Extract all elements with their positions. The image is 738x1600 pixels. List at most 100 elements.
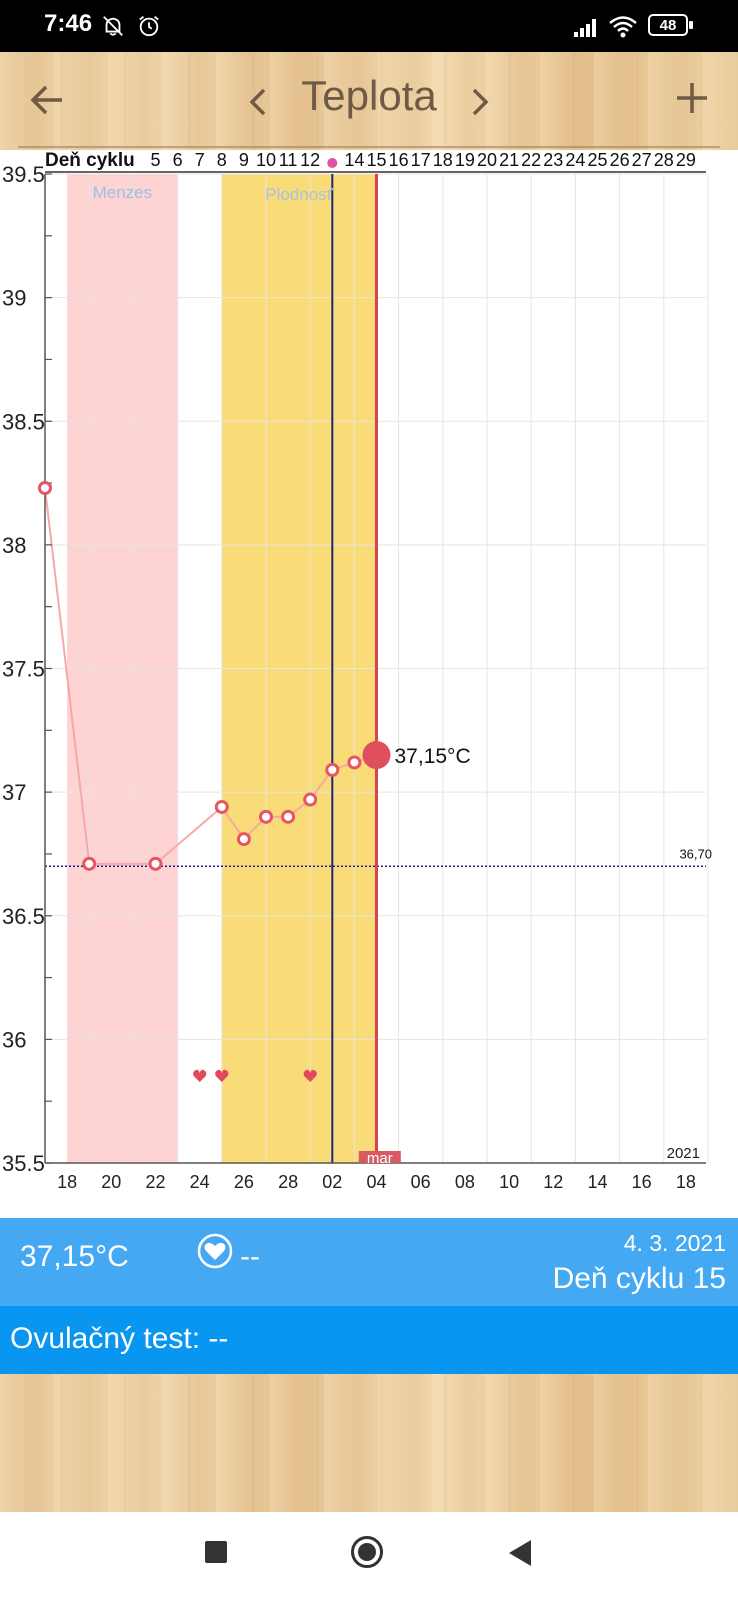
back-triangle-icon[interactable] bbox=[507, 1538, 533, 1568]
temperature-point[interactable] bbox=[236, 832, 251, 847]
cycle-day-number: 7 bbox=[195, 150, 205, 170]
bell-off-icon bbox=[103, 16, 123, 36]
date-tick-label: 24 bbox=[190, 1172, 210, 1192]
heart-circle-icon bbox=[197, 1233, 233, 1269]
battery-level: 48 bbox=[659, 17, 677, 34]
date-tick-label: 18 bbox=[676, 1172, 696, 1192]
cycle-day-number: 20 bbox=[477, 150, 497, 170]
date-tick-label: 22 bbox=[145, 1172, 165, 1192]
cycle-day-number: 8 bbox=[217, 150, 227, 170]
temperature-point[interactable] bbox=[214, 799, 229, 814]
intercourse-heart-icon bbox=[303, 1069, 317, 1082]
cycle-day-number: 14 bbox=[344, 150, 364, 170]
cycle-day-number: 12 bbox=[300, 150, 320, 170]
ovulation-marker bbox=[327, 158, 338, 168]
cycle-day-number: 6 bbox=[173, 150, 183, 170]
chevron-right-icon[interactable] bbox=[468, 84, 492, 120]
year-label: 2021 bbox=[667, 1145, 700, 1162]
fertility-label: Plodnosť bbox=[265, 185, 333, 204]
menzes-label: Menzes bbox=[93, 183, 153, 202]
date-tick-label: 02 bbox=[322, 1172, 342, 1192]
cycle-day-number: 28 bbox=[654, 150, 674, 170]
page-title: Teplota bbox=[301, 72, 437, 119]
app-bar: Teplota bbox=[0, 52, 738, 150]
alarm-icon bbox=[139, 16, 159, 37]
cycle-day-number: 10 bbox=[256, 150, 276, 170]
app-bar-divider bbox=[18, 146, 720, 148]
date-tick-label: 28 bbox=[278, 1172, 298, 1192]
coverline-label: 36,70 bbox=[679, 846, 712, 861]
day-temperature: 37,15°C bbox=[20, 1240, 129, 1273]
temperature-point[interactable] bbox=[148, 856, 163, 871]
cycle-day-number: 18 bbox=[433, 150, 453, 170]
status-bar: 7:46 48 bbox=[0, 0, 738, 52]
intercourse-heart-icon bbox=[215, 1069, 229, 1082]
y-tick-label: 38 bbox=[2, 533, 26, 558]
temperature-point[interactable] bbox=[38, 481, 52, 496]
ovulation-test-bar[interactable]: Ovulačný test: -- bbox=[0, 1306, 738, 1374]
date-tick-label: 14 bbox=[587, 1172, 607, 1192]
cycle-day-number: 21 bbox=[499, 150, 519, 170]
date-tick-label: 06 bbox=[411, 1172, 431, 1192]
home-icon[interactable] bbox=[351, 1536, 383, 1568]
temperature-point[interactable] bbox=[303, 792, 318, 807]
cycle-day-number: 15 bbox=[366, 150, 386, 170]
cycle-day-number: 23 bbox=[543, 150, 563, 170]
date-tick-label: 16 bbox=[632, 1172, 652, 1192]
cycle-day-number: 16 bbox=[389, 150, 409, 170]
temperature-point-current[interactable] bbox=[362, 741, 391, 770]
cycle-day-header: Deň cyklu bbox=[45, 150, 135, 171]
home-icon-dot bbox=[358, 1543, 376, 1561]
temperature-point[interactable] bbox=[281, 809, 296, 824]
intercourse-heart-icon bbox=[193, 1069, 207, 1082]
temperature-point[interactable] bbox=[82, 856, 97, 871]
date-tick-label: 26 bbox=[234, 1172, 254, 1192]
temperature-point[interactable] bbox=[347, 755, 362, 770]
day-date: 4. 3. 2021 bbox=[623, 1230, 726, 1256]
add-icon[interactable] bbox=[674, 80, 710, 116]
battery-tip bbox=[689, 21, 693, 29]
y-tick-label: 36.5 bbox=[2, 904, 45, 929]
date-tick-label: 18 bbox=[57, 1172, 77, 1192]
wood-background bbox=[0, 1374, 738, 1512]
cycle-day-number: 24 bbox=[565, 150, 585, 170]
date-tick-label: 12 bbox=[543, 1172, 563, 1192]
cycle-day-number: 27 bbox=[632, 150, 652, 170]
temperature-point[interactable] bbox=[259, 809, 273, 824]
cycle-day-number: 26 bbox=[610, 150, 630, 170]
y-tick-label: 39 bbox=[2, 286, 26, 311]
battery-icon: 48 bbox=[648, 14, 688, 36]
day-info-bar[interactable]: 37,15°C -- 4. 3. 2021 Deň cyklu 15 bbox=[0, 1218, 738, 1306]
date-tick-label: 20 bbox=[101, 1172, 121, 1192]
cycle-day-number: 9 bbox=[239, 150, 249, 170]
heart-value: -- bbox=[240, 1240, 260, 1273]
status-time: 7:46 bbox=[44, 10, 93, 37]
month-label: mar bbox=[367, 1150, 393, 1167]
back-arrow-icon[interactable] bbox=[28, 80, 68, 120]
recents-icon[interactable] bbox=[205, 1541, 227, 1563]
cycle-day-number: 17 bbox=[411, 150, 431, 170]
chevron-left-icon[interactable] bbox=[246, 84, 270, 120]
cycle-day-number: 29 bbox=[676, 150, 696, 170]
cycle-day: Deň cyklu 15 bbox=[552, 1262, 726, 1295]
y-tick-label: 37 bbox=[2, 780, 26, 805]
date-tick-label: 10 bbox=[499, 1172, 519, 1192]
y-tick-label: 38.5 bbox=[2, 409, 45, 434]
y-tick-label: 39.5 bbox=[2, 162, 45, 187]
signal-icon bbox=[574, 19, 596, 37]
current-temp-label: 37,15°C bbox=[395, 745, 471, 768]
cycle-day-number: 25 bbox=[587, 150, 607, 170]
date-tick-label: 08 bbox=[455, 1172, 475, 1192]
y-tick-label: 36 bbox=[2, 1027, 26, 1052]
wifi-icon bbox=[609, 16, 637, 38]
nav-bar bbox=[0, 1512, 738, 1600]
temperature-point[interactable] bbox=[325, 762, 340, 777]
cycle-day-number: 11 bbox=[279, 150, 298, 170]
cycle-day-number: 22 bbox=[521, 150, 541, 170]
month-marker bbox=[358, 1151, 401, 1163]
y-tick-label: 37.5 bbox=[2, 657, 45, 682]
date-tick-label: 04 bbox=[366, 1172, 386, 1192]
cycle-day-number: 19 bbox=[455, 150, 475, 170]
ovulation-test-label: Ovulačný test: -- bbox=[10, 1322, 229, 1355]
